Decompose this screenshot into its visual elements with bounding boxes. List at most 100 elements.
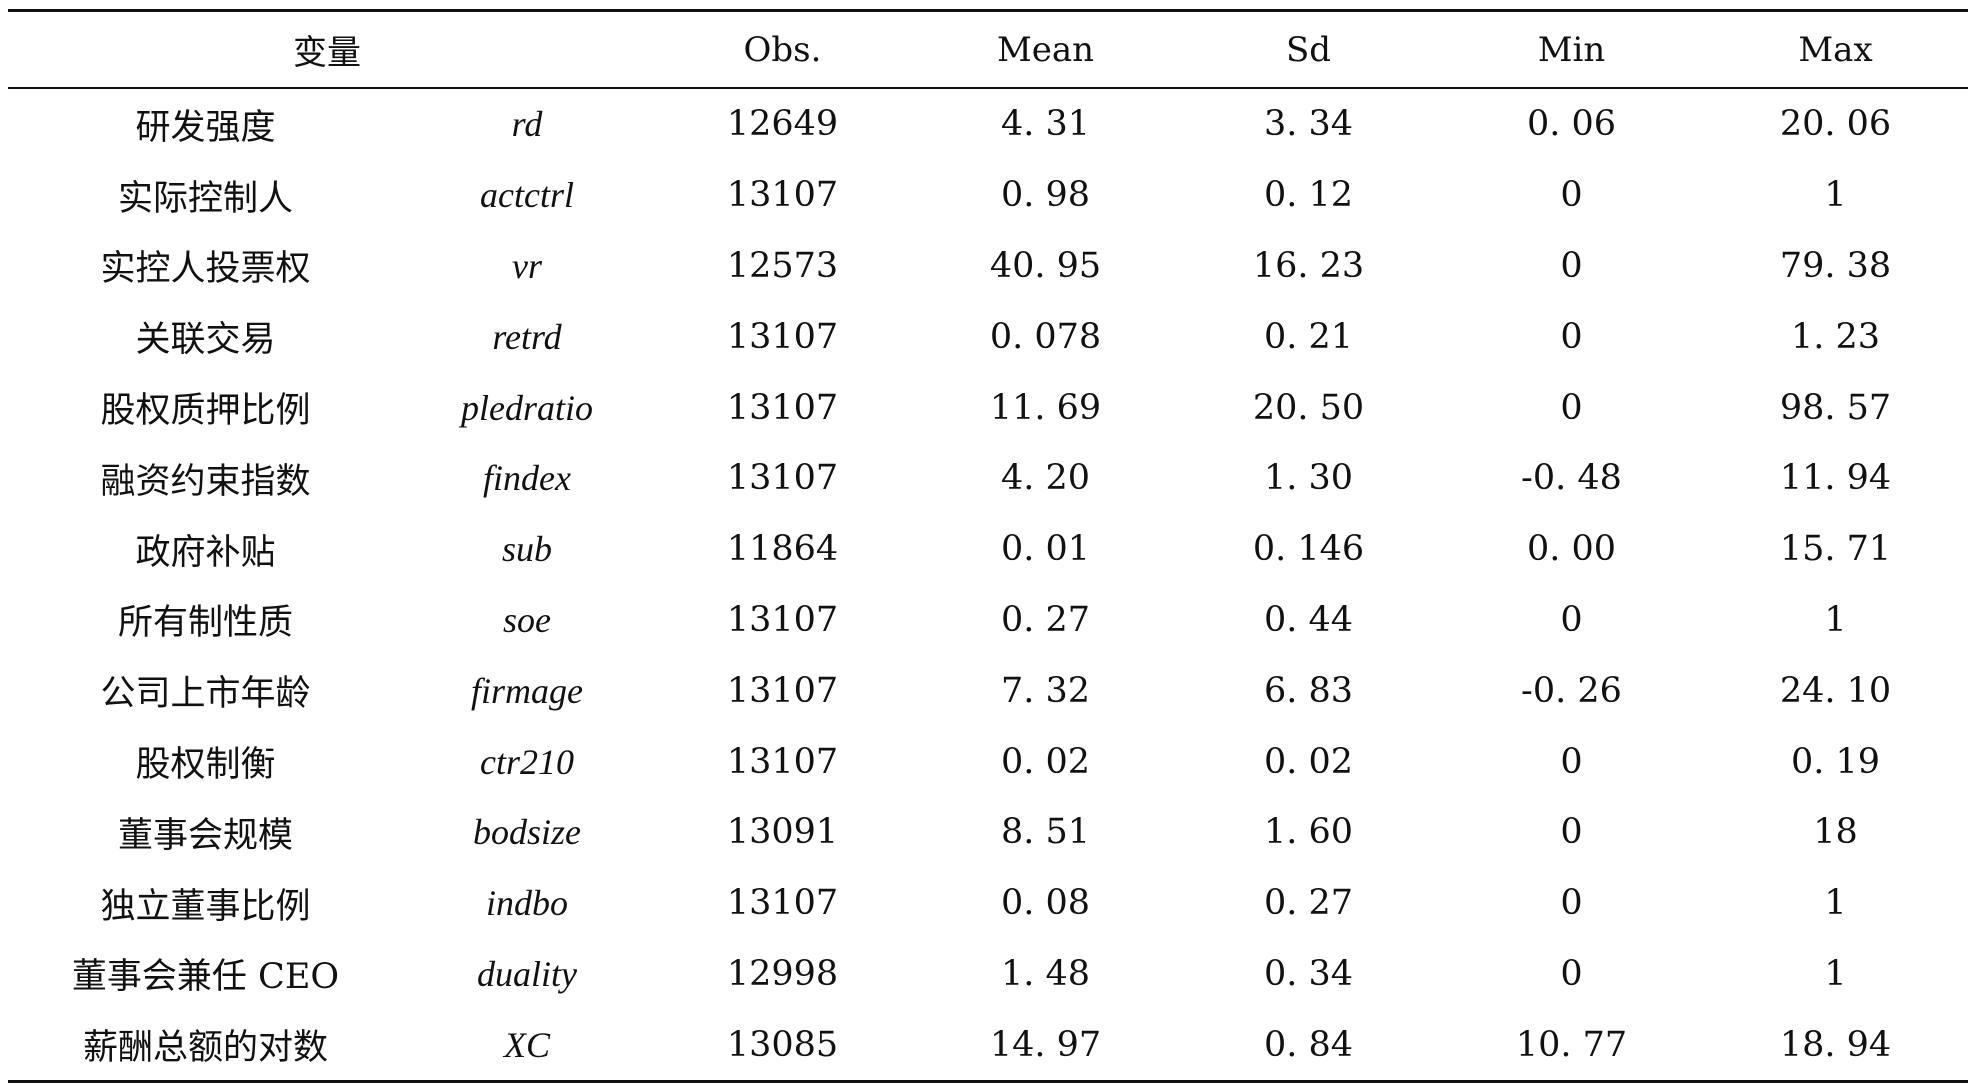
max-cell: 0. 19 xyxy=(1790,741,1881,782)
header-obs: Obs. xyxy=(743,29,822,70)
obs-cell: 12573 xyxy=(726,245,839,286)
mean-cell: 0. 27 xyxy=(1000,599,1091,640)
variable-code-cell: pledratio xyxy=(461,387,593,428)
min-cell: 0 xyxy=(1560,812,1583,853)
variable-code-cell: sub xyxy=(501,529,552,570)
header-min: Min xyxy=(1537,29,1606,70)
variable-name-cell: 公司上市年龄 xyxy=(100,674,311,715)
max-cell: 11. 94 xyxy=(1779,458,1892,499)
min-cell: 0 xyxy=(1560,245,1583,286)
variable-code-cell: bodsize xyxy=(473,812,581,853)
obs-cell: 13107 xyxy=(726,599,839,640)
descriptive-statistics-table: 变量 Obs. Mean Sd Min Max 研发强度 rd 12649 4. 31… xyxy=(8,9,1968,1083)
sd-cell: 0. 12 xyxy=(1263,175,1354,216)
max-cell: 1. 23 xyxy=(1790,316,1881,357)
max-cell: 1 xyxy=(1824,953,1847,994)
variable-name-cell: 董事会兼任 CEO xyxy=(71,957,340,998)
max-cell: 18. 94 xyxy=(1779,1024,1892,1065)
obs-cell: 13085 xyxy=(726,1024,839,1065)
table-row: 关联交易 retrd 13107 0. 078 0. 21 0 1. 23 xyxy=(8,301,1968,372)
mean-cell: 0. 98 xyxy=(1000,175,1091,216)
sd-cell: 3. 34 xyxy=(1263,104,1354,145)
mean-cell: 4. 31 xyxy=(1000,104,1091,145)
table-row: 董事会兼任 CEO duality 12998 1. 48 0. 34 0 1 xyxy=(8,939,1968,1010)
min-cell: -0. 48 xyxy=(1521,458,1622,499)
variable-code-cell: ctr210 xyxy=(480,741,574,782)
max-cell: 79. 38 xyxy=(1779,245,1892,286)
mean-cell: 1. 48 xyxy=(1000,953,1091,994)
min-cell: 0 xyxy=(1560,741,1583,782)
mean-cell: 4. 20 xyxy=(1000,458,1091,499)
min-cell: 0 xyxy=(1560,175,1583,216)
descriptive-statistics-table-container: 变量 Obs. Mean Sd Min Max 研发强度 rd 12649 4. 31… xyxy=(8,9,1968,1083)
table-row: 股权制衡 ctr210 13107 0. 02 0. 02 0 0. 19 xyxy=(8,726,1968,797)
table-header: 变量 Obs. Mean Sd Min Max xyxy=(8,10,1968,88)
header-row: 变量 Obs. Mean Sd Min Max xyxy=(8,10,1968,88)
mean-cell: 0. 01 xyxy=(1000,529,1091,570)
obs-cell: 13107 xyxy=(726,175,839,216)
mean-cell: 7. 32 xyxy=(1000,670,1091,711)
table-row: 董事会规模 bodsize 13091 8. 51 1. 60 0 18 xyxy=(8,797,1968,868)
obs-cell: 12649 xyxy=(726,104,839,145)
variable-name-cell: 股权制衡 xyxy=(135,745,276,786)
obs-cell: 13091 xyxy=(726,812,839,853)
obs-cell: 13107 xyxy=(726,741,839,782)
sd-cell: 1. 60 xyxy=(1263,812,1354,853)
sd-cell: 0. 44 xyxy=(1263,599,1354,640)
table-body: 研发强度 rd 12649 4. 31 3. 34 0. 06 20. 06 实际控制人 act… xyxy=(8,88,1968,1082)
variable-name-cell: 薪酬总额的对数 xyxy=(82,1028,328,1069)
variable-code-cell: findex xyxy=(483,458,571,499)
header-sd: Sd xyxy=(1285,29,1332,70)
variable-name-cell: 独立董事比例 xyxy=(100,886,311,927)
mean-cell: 0. 078 xyxy=(989,316,1102,357)
obs-cell: 13107 xyxy=(726,458,839,499)
table-row: 公司上市年龄 firmage 13107 7. 32 6. 83 -0. 26 24. 10 xyxy=(8,655,1968,726)
obs-cell: 13107 xyxy=(726,387,839,428)
sd-cell: 16. 23 xyxy=(1252,245,1365,286)
variable-name-cell: 实际控制人 xyxy=(117,178,293,219)
variable-code-cell: soe xyxy=(503,599,551,640)
variable-name-cell: 政府补贴 xyxy=(135,532,276,573)
mean-cell: 11. 69 xyxy=(989,387,1102,428)
table-row: 独立董事比例 indbo 13107 0. 08 0. 27 0 1 xyxy=(8,868,1968,939)
sd-cell: 0. 146 xyxy=(1252,529,1365,570)
mean-cell: 8. 51 xyxy=(1000,812,1091,853)
variable-code-cell: duality xyxy=(477,953,577,994)
sd-cell: 0. 02 xyxy=(1263,741,1354,782)
sd-cell: 1. 30 xyxy=(1263,458,1354,499)
sd-cell: 0. 84 xyxy=(1263,1024,1354,1065)
max-cell: 1 xyxy=(1824,175,1847,216)
sd-cell: 6. 83 xyxy=(1263,670,1354,711)
max-cell: 1 xyxy=(1824,883,1847,924)
variable-code-cell: actctrl xyxy=(480,175,574,216)
sd-cell: 0. 34 xyxy=(1263,953,1354,994)
min-cell: 0 xyxy=(1560,599,1583,640)
table-row: 所有制性质 soe 13107 0. 27 0. 44 0 1 xyxy=(8,585,1968,656)
mean-cell: 0. 08 xyxy=(1000,883,1091,924)
mean-cell: 0. 02 xyxy=(1000,741,1091,782)
max-cell: 1 xyxy=(1824,599,1847,640)
mean-cell: 14. 97 xyxy=(989,1024,1102,1065)
variable-code-cell: rd xyxy=(511,104,543,145)
table-row: 股权质押比例 pledratio 13107 11. 69 20. 50 0 98. 57 xyxy=(8,372,1968,443)
variable-name-cell: 董事会规模 xyxy=(117,815,293,856)
min-cell: 0 xyxy=(1560,387,1583,428)
min-cell: 10. 77 xyxy=(1515,1024,1628,1065)
min-cell: 0 xyxy=(1560,316,1583,357)
sd-cell: 0. 21 xyxy=(1263,316,1354,357)
min-cell: -0. 26 xyxy=(1521,670,1622,711)
obs-cell: 13107 xyxy=(726,670,839,711)
sd-cell: 0. 27 xyxy=(1263,883,1354,924)
mean-cell: 40. 95 xyxy=(989,245,1102,286)
min-cell: 0. 06 xyxy=(1526,104,1617,145)
table-row: 研发强度 rd 12649 4. 31 3. 34 0. 06 20. 06 xyxy=(8,88,1968,160)
max-cell: 24. 10 xyxy=(1779,670,1892,711)
obs-cell: 13107 xyxy=(726,883,839,924)
variable-code-cell: firmage xyxy=(471,670,583,711)
obs-cell: 11864 xyxy=(726,529,839,570)
header-max: Max xyxy=(1798,29,1873,70)
variable-code-cell: retrd xyxy=(492,316,562,357)
variable-name-cell: 研发强度 xyxy=(135,107,276,148)
max-cell: 98. 57 xyxy=(1779,387,1892,428)
max-cell: 18 xyxy=(1813,812,1858,853)
